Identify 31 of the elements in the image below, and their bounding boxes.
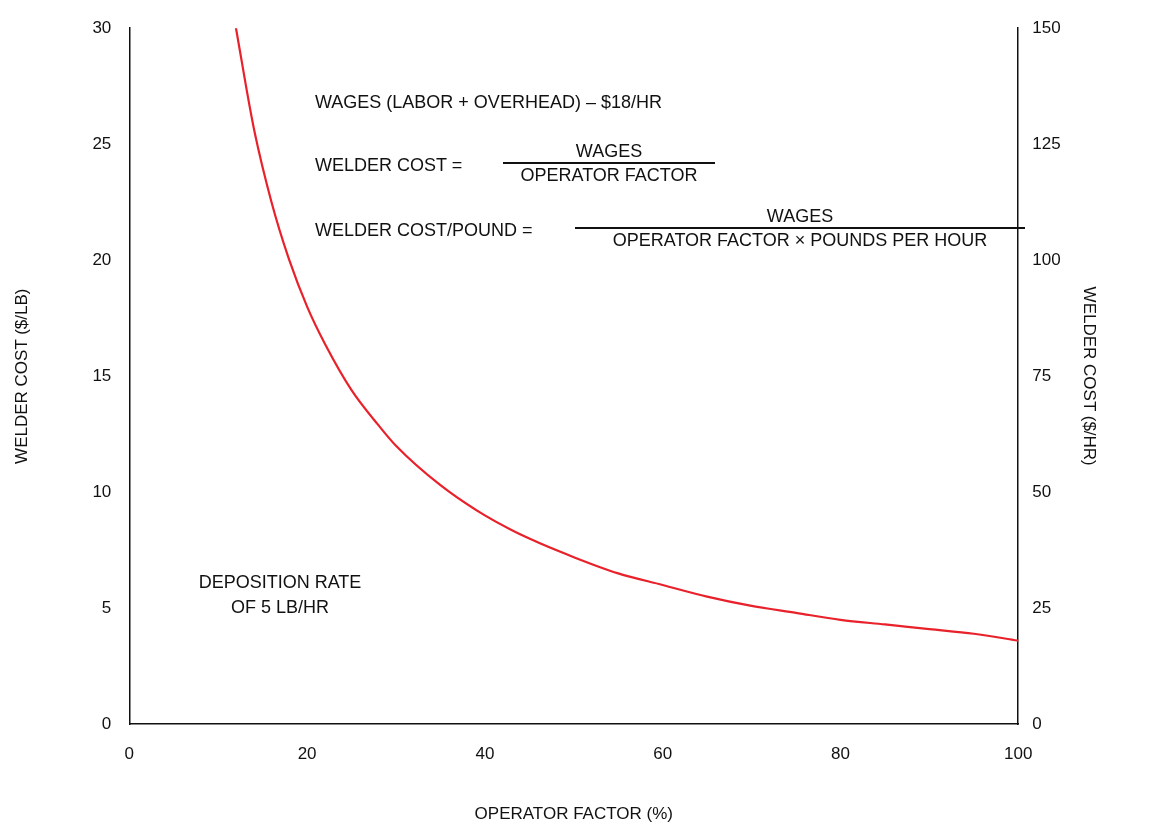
annotation: WAGES <box>766 206 834 227</box>
y2-tick-label: 25 <box>1032 597 1052 617</box>
annotation: WELDER COST = <box>315 155 463 175</box>
x-tick-label: 80 <box>830 744 850 764</box>
y2-tick-label: 0 <box>1032 713 1042 733</box>
y-tick-label: 0 <box>101 713 112 733</box>
y2-tick-label: 125 <box>1032 133 1061 153</box>
x-tick-label: 40 <box>475 744 495 764</box>
y-tick-label: 15 <box>92 365 112 385</box>
y2-tick-label: 50 <box>1032 481 1052 501</box>
y-axis-title: WELDER COST ($/LB) <box>11 288 31 464</box>
y-tick-label: 20 <box>92 249 112 269</box>
annotation: WAGES (LABOR + OVERHEAD) – $18/HR <box>315 92 662 112</box>
y2-tick-label: 150 <box>1032 17 1061 37</box>
y2-axis-title: WELDER COST ($/HR) <box>1080 286 1100 466</box>
annotation: OPERATOR FACTOR <box>519 163 699 185</box>
y-tick-label: 30 <box>92 17 112 37</box>
x-tick-label: 20 <box>297 744 317 764</box>
y-tick-label: 10 <box>92 481 112 501</box>
annotation: DEPOSITION RATE OF 5 LB/HR <box>197 571 363 619</box>
annotation: WAGES <box>575 141 643 162</box>
y-tick-label: 5 <box>101 597 112 617</box>
x-tick-label: 100 <box>1004 744 1033 764</box>
x-tick-label: 0 <box>124 744 135 764</box>
annotation: OPERATOR FACTOR × POUNDS PER HOUR <box>611 228 989 250</box>
y2-tick-label: 75 <box>1032 365 1052 385</box>
annotation: WELDER COST/POUND = <box>315 220 533 240</box>
y-tick-label: 25 <box>92 133 112 153</box>
x-tick-label: 60 <box>653 744 673 764</box>
x-axis-title: OPERATOR FACTOR (%) <box>474 804 673 824</box>
y2-tick-label: 100 <box>1032 249 1061 269</box>
